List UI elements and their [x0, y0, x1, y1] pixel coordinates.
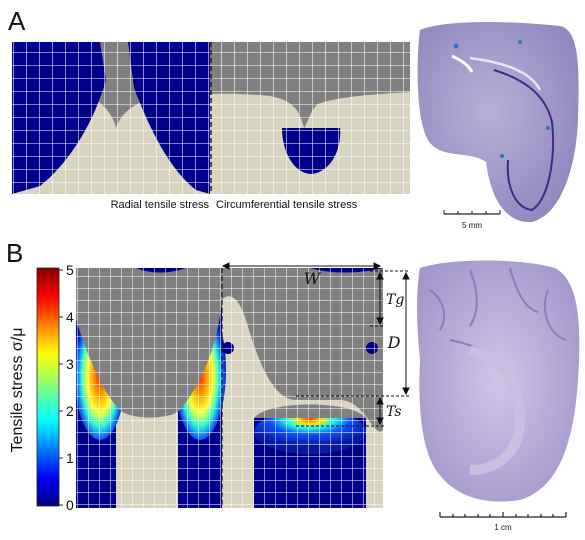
panel-b-tissue-section	[417, 260, 580, 502]
colorbar-tick-label: 4	[66, 309, 74, 325]
dim-w-arrows	[221, 262, 382, 270]
colorbar-label: Tensile stress σ/μ	[9, 328, 26, 453]
colorbar-ticks: 0 1 2 3 4 5	[59, 262, 74, 513]
panel-a-letter: A	[8, 6, 26, 36]
panel-b-simulation	[76, 268, 383, 508]
dim-w-label: W	[304, 269, 322, 288]
dimension-lines	[221, 262, 410, 427]
dim-d-label: D	[387, 333, 401, 352]
colorbar-tick-label: 1	[66, 450, 74, 466]
panel-b-letter: B	[6, 238, 23, 268]
dim-tg-label: Tg	[386, 292, 404, 308]
panel-b-scale-bar	[439, 512, 567, 518]
panel-a-tissue-section	[417, 22, 579, 223]
dim-ts-label: Ts	[386, 404, 402, 420]
panel-a-scale-label: 5 mm	[462, 221, 482, 230]
colorbar-tick-label: 2	[66, 403, 74, 419]
colorbar	[36, 267, 60, 507]
panel-a-simulation	[12, 42, 410, 194]
radial-caption: Radial tensile stress	[111, 199, 210, 211]
panel-b-scale-label: 1 cm	[494, 523, 512, 532]
panel-b-mesh	[76, 268, 383, 508]
colorbar-tick-label: 3	[66, 356, 74, 372]
circumferential-caption: Circumferential tensile stress	[216, 199, 358, 211]
panel-a-scale-bar	[443, 210, 501, 215]
colorbar-tick-label: 5	[66, 262, 74, 278]
colorbar-tick-label: 0	[66, 497, 74, 513]
